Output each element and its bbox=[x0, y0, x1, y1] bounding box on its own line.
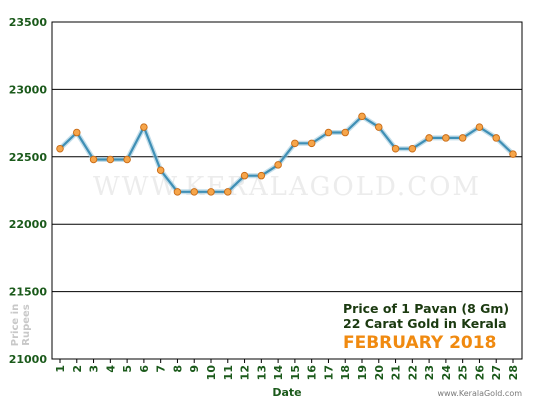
data-point-17 bbox=[324, 128, 333, 137]
data-point-1 bbox=[56, 144, 64, 153]
data-point-4 bbox=[106, 155, 115, 164]
x-tick-label-15: 15 bbox=[289, 365, 302, 380]
data-point-12 bbox=[240, 171, 249, 180]
x-tick-label-6: 6 bbox=[138, 365, 151, 373]
x-tick-label-10: 10 bbox=[205, 365, 218, 381]
data-point-5 bbox=[123, 155, 131, 164]
footer-url: www.KeralaGold.com bbox=[437, 389, 522, 398]
data-point-24 bbox=[442, 134, 450, 142]
data-point-18 bbox=[341, 128, 349, 137]
data-point-20 bbox=[375, 123, 383, 131]
series-line bbox=[59, 115, 514, 193]
annotation-line3: FEBRUARY 2018 bbox=[343, 333, 496, 353]
annotation-line1: Price of 1 Pavan (8 Gm) bbox=[343, 301, 509, 316]
x-tick-label-19: 19 bbox=[356, 365, 369, 380]
data-point-25 bbox=[458, 134, 467, 142]
x-tick-label-18: 18 bbox=[339, 365, 352, 380]
x-tick-label-28: 28 bbox=[507, 365, 520, 380]
data-point-2 bbox=[73, 128, 81, 137]
y-tick-label-22500: 22500 bbox=[9, 151, 48, 164]
y-tick-label-21000: 21000 bbox=[9, 353, 48, 366]
x-tick-label-26: 26 bbox=[473, 365, 486, 381]
x-tick-label-1: 1 bbox=[54, 365, 67, 373]
x-axis-label: Date bbox=[272, 386, 301, 399]
data-point-6 bbox=[140, 123, 148, 131]
y-axis-label: Price inRupees bbox=[10, 304, 32, 346]
x-tick-label-9: 9 bbox=[188, 365, 201, 373]
x-tick-label-24: 24 bbox=[440, 365, 453, 381]
data-point-8 bbox=[173, 188, 182, 196]
watermark-text: WWW.KERALAGOLD.COM bbox=[93, 172, 481, 202]
x-tick-label-3: 3 bbox=[88, 365, 101, 373]
x-tick-label-17: 17 bbox=[322, 365, 335, 380]
x-tick-label-5: 5 bbox=[121, 365, 134, 373]
data-point-19 bbox=[358, 112, 366, 121]
data-point-23 bbox=[425, 134, 433, 142]
x-tick-label-22: 22 bbox=[406, 365, 419, 380]
y-tick-label-23500: 23500 bbox=[9, 16, 48, 29]
data-point-26 bbox=[475, 123, 484, 131]
data-point-3 bbox=[89, 155, 98, 164]
y-tick-label-21500: 21500 bbox=[9, 286, 48, 299]
x-tick-label-21: 21 bbox=[390, 365, 403, 380]
x-tick-label-4: 4 bbox=[104, 365, 117, 373]
data-point-16 bbox=[307, 139, 316, 148]
x-tick-label-23: 23 bbox=[423, 365, 436, 380]
x-tick-label-7: 7 bbox=[155, 365, 168, 373]
data-point-22 bbox=[408, 144, 417, 153]
y-axis-label-line2: Rupees bbox=[21, 304, 32, 346]
annotation-line2: 22 Carat Gold in Kerala bbox=[343, 316, 507, 331]
x-tick-label-13: 13 bbox=[255, 365, 268, 380]
y-axis-label-line1: Price in bbox=[10, 304, 21, 346]
data-point-10 bbox=[207, 188, 215, 196]
data-point-9 bbox=[190, 188, 198, 196]
data-point-11 bbox=[224, 188, 232, 196]
x-tick-label-2: 2 bbox=[71, 365, 84, 373]
x-tick-label-11: 11 bbox=[222, 365, 235, 380]
y-tick-label-23000: 23000 bbox=[9, 83, 48, 96]
data-point-14 bbox=[274, 161, 282, 169]
data-point-13 bbox=[257, 171, 266, 180]
data-point-28 bbox=[509, 150, 517, 158]
data-point-15 bbox=[291, 139, 299, 148]
y-tick-label-22000: 22000 bbox=[9, 218, 48, 231]
x-tick-label-8: 8 bbox=[171, 365, 184, 373]
x-tick-label-16: 16 bbox=[306, 365, 319, 381]
x-tick-label-25: 25 bbox=[457, 365, 470, 380]
data-point-7 bbox=[156, 166, 165, 175]
x-tick-label-27: 27 bbox=[490, 365, 503, 380]
data-point-21 bbox=[391, 144, 400, 153]
x-tick-label-14: 14 bbox=[272, 365, 285, 381]
x-tick-label-12: 12 bbox=[239, 365, 252, 380]
x-tick-label-20: 20 bbox=[373, 365, 386, 381]
data-point-27 bbox=[492, 134, 500, 142]
plot-frame bbox=[51, 21, 523, 360]
